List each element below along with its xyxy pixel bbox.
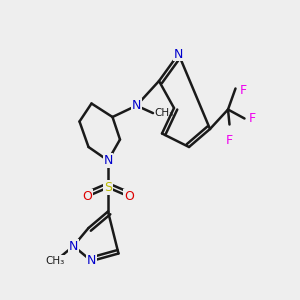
Text: F: F bbox=[249, 112, 256, 125]
Text: O: O bbox=[124, 190, 134, 203]
Text: CH₃: CH₃ bbox=[46, 256, 65, 266]
Text: N: N bbox=[69, 239, 78, 253]
Text: N: N bbox=[174, 47, 183, 61]
Text: S: S bbox=[104, 181, 112, 194]
Text: O: O bbox=[82, 190, 92, 203]
Text: F: F bbox=[226, 134, 233, 147]
Text: N: N bbox=[103, 154, 113, 167]
Text: CH₃: CH₃ bbox=[154, 108, 174, 118]
Text: F: F bbox=[240, 83, 247, 97]
Text: N: N bbox=[132, 99, 141, 112]
Text: N: N bbox=[87, 254, 96, 268]
